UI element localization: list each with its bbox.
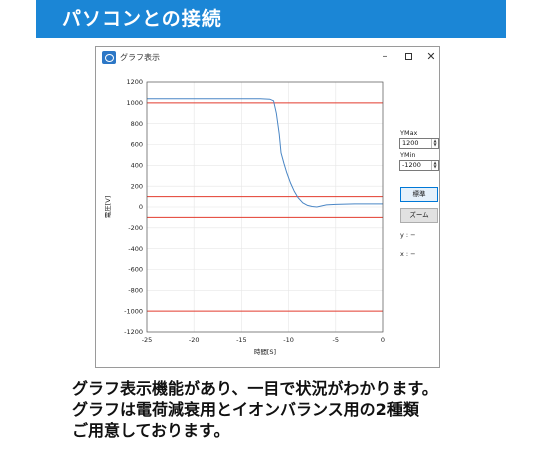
x-axis-label: 時間[S] — [254, 348, 276, 356]
y-tick-label: -600 — [128, 266, 143, 274]
maximize-icon — [404, 53, 412, 60]
y-tick-label: 400 — [131, 162, 143, 170]
zoom-button[interactable]: ズーム — [400, 208, 438, 223]
y-readout: y : − — [400, 231, 416, 239]
x-tick-label: -5 — [333, 336, 339, 344]
x-tick-label: 0 — [381, 336, 385, 344]
y-tick-label: 600 — [131, 141, 143, 149]
maximize-button[interactable] — [400, 50, 416, 64]
minimize-icon: – — [382, 51, 388, 62]
y-tick-label: 800 — [131, 120, 143, 128]
series-layer — [147, 98, 383, 208]
ymax-value: 1200 — [402, 139, 419, 147]
down-arrow-icon: ▼ — [433, 142, 437, 147]
down-arrow-icon: ▼ — [433, 164, 437, 169]
y-tick-label: 1000 — [126, 99, 143, 107]
caption-line-3: ご用意しております。 — [72, 421, 230, 440]
window-titlebar: グラフ表示 – ✕ — [96, 47, 439, 69]
plot-border — [146, 81, 384, 333]
ymax-label: YMax — [400, 129, 418, 137]
app-icon — [102, 51, 116, 64]
ymin-value: -1200 — [402, 161, 421, 169]
ymin-stepper[interactable]: ▲ ▼ — [431, 161, 438, 170]
x-tick-label: -25 — [142, 336, 153, 344]
x-tick-label: -10 — [283, 336, 294, 344]
chart-plot-area — [146, 81, 384, 333]
up-arrow-icon: ▲ — [433, 138, 437, 143]
caption: グラフ表示機能があり、一目で状況がわかります。 グラフは電荷減衰用とイオンバラン… — [72, 378, 502, 441]
y-tick-label: 0 — [139, 203, 143, 211]
caption-line-1: グラフ表示機能があり、一目で状況がわかります。 — [72, 379, 438, 398]
y-tick-label: -1200 — [124, 328, 143, 336]
graph-window: グラフ表示 – ✕ 1200 1000 800 600 400 200 0 -200 -400-… — [95, 46, 440, 368]
ymax-stepper[interactable]: ▲ ▼ — [431, 139, 438, 148]
y-tick-label: 1200 — [126, 78, 143, 86]
series-line — [147, 98, 383, 208]
up-arrow-icon: ▲ — [433, 160, 437, 165]
ymax-input[interactable]: 1200 ▲ ▼ — [399, 138, 439, 149]
axis-layer: 120010008006004002000-200-400-600-800-10… — [124, 78, 385, 344]
x-readout: x : − — [400, 250, 416, 258]
y-tick-label: 200 — [131, 182, 143, 190]
x-tick-label: -20 — [189, 336, 200, 344]
banner: パソコンとの接続 — [36, 0, 506, 38]
y-tick-label: -400 — [128, 245, 143, 253]
ymin-input[interactable]: -1200 ▲ ▼ — [399, 160, 439, 171]
voltage-chart[interactable]: 120010008006004002000-200-400-600-800-10… — [96, 69, 396, 367]
caption-line-2: グラフは電荷減衰用とイオンバランス用の2種類 — [72, 400, 419, 419]
y-axis-label: 電圧[V] — [104, 196, 112, 219]
standard-button[interactable]: 標準 — [400, 187, 438, 202]
reference-lines — [147, 102, 383, 312]
y-tick-label: -800 — [128, 287, 143, 295]
banner-title: パソコンとの接続 — [62, 8, 222, 30]
window-title: グラフ表示 — [120, 53, 160, 62]
y-tick-label: -200 — [128, 224, 143, 232]
x-tick-label: -15 — [236, 336, 247, 344]
close-button[interactable]: ✕ — [423, 50, 439, 64]
ymin-label: YMin — [400, 151, 416, 159]
close-icon: ✕ — [426, 50, 436, 63]
y-tick-label: -1000 — [124, 307, 143, 315]
minimize-button[interactable]: – — [377, 50, 393, 64]
